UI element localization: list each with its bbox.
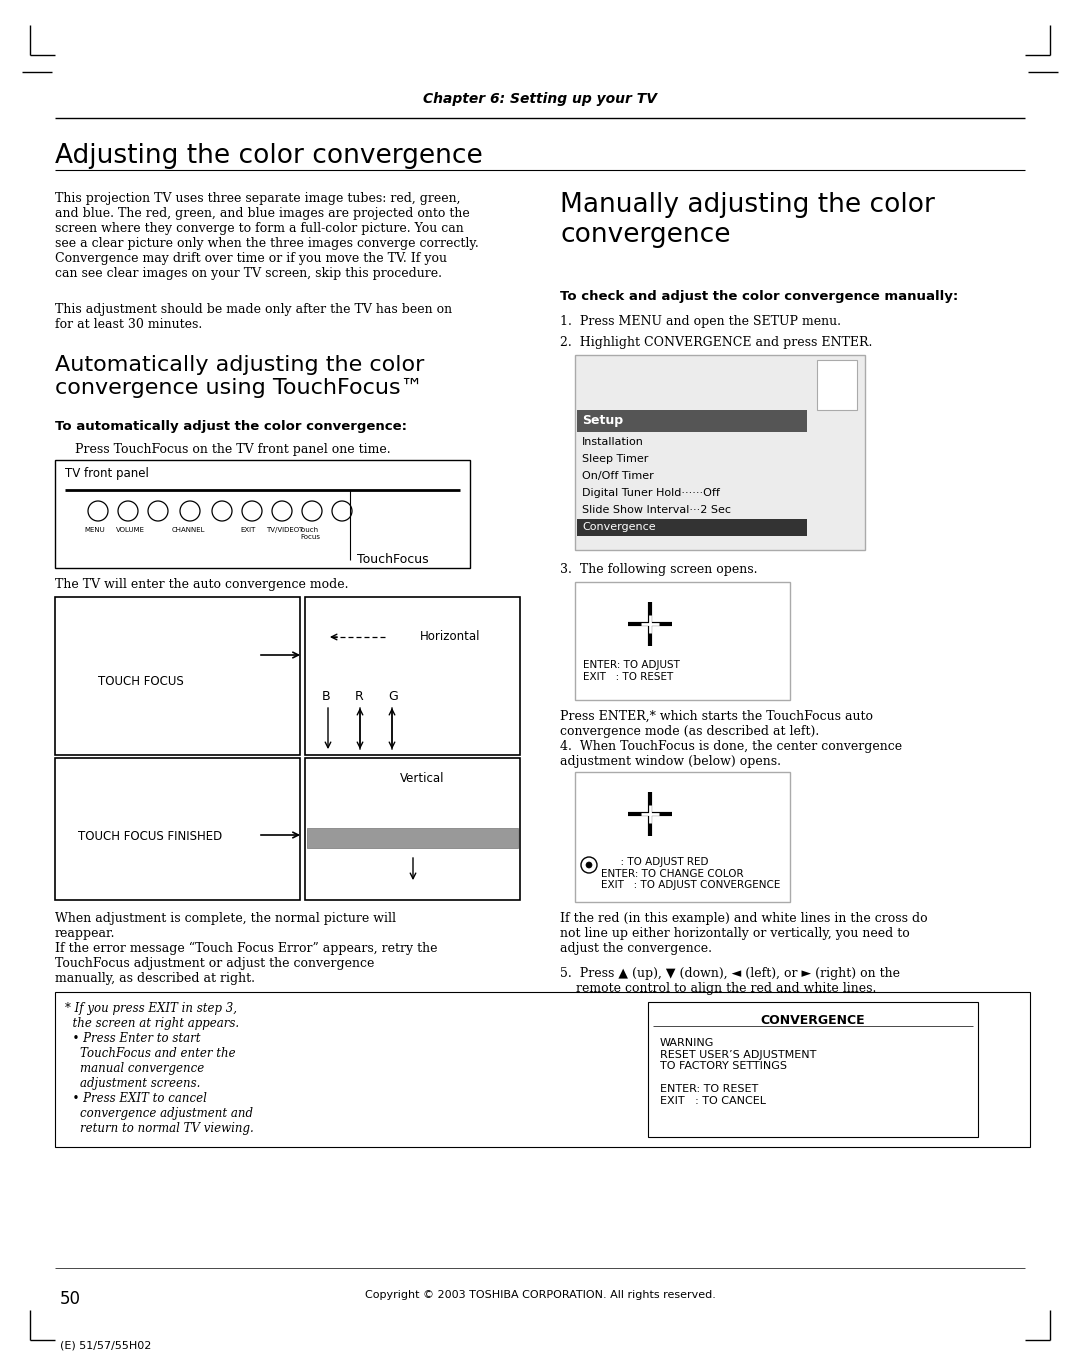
- Text: This projection TV uses three separate image tubes: red, green,
and blue. The re: This projection TV uses three separate i…: [55, 192, 478, 280]
- Text: Press ENTER,* which starts the TouchFocus auto
convergence mode (as described at: Press ENTER,* which starts the TouchFocu…: [561, 711, 873, 738]
- Text: Focus: Focus: [300, 533, 320, 540]
- Text: The TV will enter the auto convergence mode.: The TV will enter the auto convergence m…: [55, 578, 349, 591]
- Text: 3.  The following screen opens.: 3. The following screen opens.: [561, 563, 757, 576]
- Bar: [575, 582, 789, 700]
- Text: EXIT: EXIT: [240, 527, 255, 533]
- Bar: [575, 355, 865, 550]
- Bar: [648, 1003, 978, 1138]
- Text: Setup: Setup: [582, 415, 623, 427]
- Text: If the red (in this example) and white lines in the cross do
not line up either : If the red (in this example) and white l…: [561, 913, 928, 955]
- Text: On/Off Timer: On/Off Timer: [582, 471, 653, 481]
- Bar: [577, 518, 807, 536]
- Bar: [55, 597, 300, 756]
- Bar: [575, 772, 789, 902]
- Text: R: R: [355, 690, 364, 702]
- Text: Sleep Timer: Sleep Timer: [582, 454, 648, 464]
- Text: CHANNEL: CHANNEL: [172, 527, 205, 533]
- Text: CONVERGENCE: CONVERGENCE: [760, 1013, 865, 1027]
- Text: To automatically adjust the color convergence:: To automatically adjust the color conver…: [55, 420, 407, 432]
- Bar: [305, 597, 519, 756]
- Text: Touch: Touch: [298, 527, 319, 533]
- Bar: [55, 992, 1030, 1147]
- Text: (E) 51/57/55H02: (E) 51/57/55H02: [60, 1339, 151, 1350]
- Text: 4.  When TouchFocus is done, the center convergence
adjustment window (below) op: 4. When TouchFocus is done, the center c…: [561, 741, 902, 768]
- Text: Copyright © 2003 TOSHIBA CORPORATION. All rights reserved.: Copyright © 2003 TOSHIBA CORPORATION. Al…: [365, 1290, 715, 1300]
- Bar: [305, 758, 519, 900]
- Text: B: B: [322, 690, 330, 702]
- Text: Slide Show Interval···2 Sec: Slide Show Interval···2 Sec: [582, 505, 731, 516]
- Text: G: G: [388, 690, 397, 702]
- Bar: [307, 828, 518, 848]
- Text: ENTER: TO ADJUST
EXIT   : TO RESET: ENTER: TO ADJUST EXIT : TO RESET: [583, 660, 680, 682]
- Circle shape: [586, 862, 592, 868]
- Text: Digital Tuner Hold······Off: Digital Tuner Hold······Off: [582, 488, 720, 498]
- Text: TV/VIDEO: TV/VIDEO: [266, 527, 299, 533]
- Text: Press TouchFocus on the TV front panel one time.: Press TouchFocus on the TV front panel o…: [75, 443, 391, 456]
- Text: Convergence: Convergence: [582, 522, 656, 532]
- Bar: [55, 460, 470, 567]
- Text: * If you press EXIT in step 3,
  the screen at right appears.
  • Press Enter to: * If you press EXIT in step 3, the scree…: [65, 1003, 254, 1135]
- Text: MENU: MENU: [84, 527, 105, 533]
- Text: 1.  Press MENU and open the SETUP menu.: 1. Press MENU and open the SETUP menu.: [561, 315, 841, 327]
- Text: WARNING
RESET USER’S ADJUSTMENT
TO FACTORY SETTINGS

ENTER: TO RESET
EXIT   : TO: WARNING RESET USER’S ADJUSTMENT TO FACTO…: [660, 1038, 816, 1106]
- Text: VOLUME: VOLUME: [116, 527, 145, 533]
- Text: Chapter 6: Setting up your TV: Chapter 6: Setting up your TV: [423, 91, 657, 106]
- Text: This adjustment should be made only after the TV has been on
for at least 30 min: This adjustment should be made only afte…: [55, 303, 453, 331]
- Text: : TO ADJUST RED
ENTER: TO CHANGE COLOR
EXIT   : TO ADJUST CONVERGENCE: : TO ADJUST RED ENTER: TO CHANGE COLOR E…: [600, 857, 781, 891]
- Text: When adjustment is complete, the normal picture will
reappear.: When adjustment is complete, the normal …: [55, 913, 396, 940]
- Text: 50: 50: [60, 1290, 81, 1308]
- Text: TOUCH FOCUS FINISHED: TOUCH FOCUS FINISHED: [78, 831, 222, 843]
- Text: Installation: Installation: [582, 436, 644, 447]
- Text: Horizontal: Horizontal: [420, 630, 481, 642]
- Text: If the error message “Touch Focus Error” appears, retry the
TouchFocus adjustmen: If the error message “Touch Focus Error”…: [55, 943, 437, 985]
- Bar: [55, 758, 300, 900]
- Text: TouchFocus: TouchFocus: [357, 552, 429, 566]
- Bar: [816, 360, 858, 411]
- Text: Adjusting the color convergence: Adjusting the color convergence: [55, 143, 483, 169]
- Text: Automatically adjusting the color
convergence using TouchFocus™: Automatically adjusting the color conver…: [55, 355, 424, 398]
- Text: TOUCH FOCUS: TOUCH FOCUS: [98, 675, 184, 687]
- Text: 5.  Press ▲ (up), ▼ (down), ◄ (left), or ► (right) on the
    remote control to : 5. Press ▲ (up), ▼ (down), ◄ (left), or …: [561, 967, 900, 994]
- Text: To check and adjust the color convergence manually:: To check and adjust the color convergenc…: [561, 291, 958, 303]
- Text: 2.  Highlight CONVERGENCE and press ENTER.: 2. Highlight CONVERGENCE and press ENTER…: [561, 336, 873, 349]
- Text: Vertical: Vertical: [400, 772, 445, 786]
- Text: Manually adjusting the color
convergence: Manually adjusting the color convergence: [561, 192, 935, 248]
- Bar: [577, 411, 807, 432]
- Text: TV front panel: TV front panel: [65, 466, 149, 480]
